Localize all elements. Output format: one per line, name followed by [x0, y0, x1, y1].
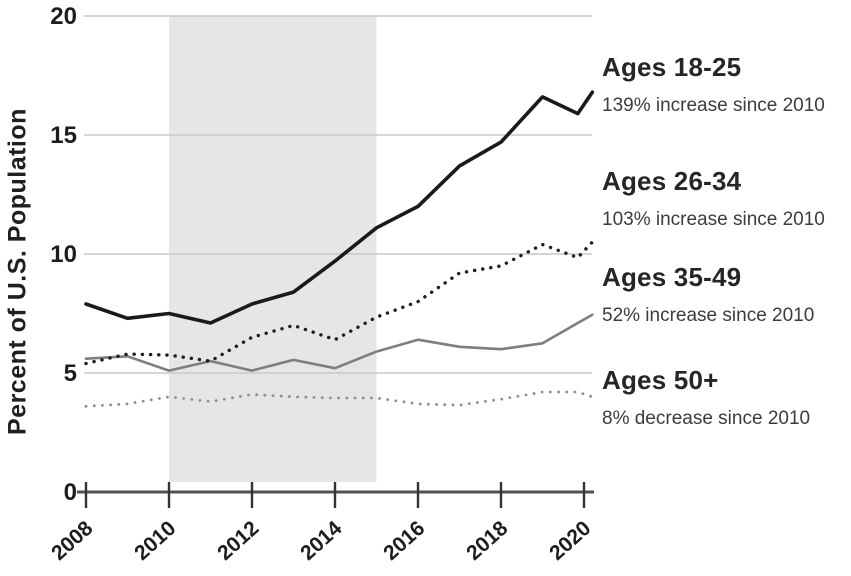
y-axis-title: Percent of U.S. Population — [3, 108, 32, 436]
x-tick-label: 2016 — [379, 517, 429, 565]
series-line-ages-35-49 — [84, 313, 594, 372]
y-tick-label: 5 — [64, 360, 77, 387]
x-tick-label: 2008 — [47, 516, 97, 565]
legend-ages-26-34-label: Ages 26-34 — [602, 166, 742, 196]
legend-ages-18-25-note: 139% increase since 2010 — [602, 95, 825, 116]
legend-ages-26-34: Ages 26-34 103% increase since 2010 — [602, 166, 851, 230]
x-tick-label: 2018 — [462, 516, 512, 565]
legend-ages-26-34-note: 103% increase since 2010 — [602, 209, 825, 230]
y-tick-label: 10 — [50, 241, 77, 268]
highlight-band — [169, 16, 377, 482]
x-tick-label: 2010 — [130, 517, 180, 565]
legend-ages-50-plus-note: 8% decrease since 2010 — [602, 408, 811, 429]
y-tick-label: 15 — [50, 122, 77, 149]
x-tick-label: 2014 — [296, 516, 346, 565]
series-line-ages-50- — [84, 390, 594, 408]
y-tick-label: 20 — [50, 3, 77, 30]
legend-ages-18-25-label: Ages 18-25 — [602, 52, 742, 82]
legend-ages-35-49-note: 52% increase since 2010 — [602, 305, 815, 326]
series-line-ages-26-34 — [84, 240, 594, 366]
x-tick-label: 2020 — [545, 517, 595, 565]
legend-ages-50-plus: Ages 50+ 8% decrease since 2010 — [602, 365, 851, 429]
series-line-ages-18-25 — [84, 90, 595, 325]
legend-ages-50-plus-label: Ages 50+ — [602, 365, 719, 395]
x-tick-label: 2012 — [213, 517, 263, 565]
legend-ages-35-49: Ages 35-49 52% increase since 2010 — [602, 262, 851, 326]
y-tick-label: 0 — [64, 479, 77, 506]
legend-ages-18-25: Ages 18-25 139% increase since 2010 — [602, 52, 851, 116]
legend-ages-35-49-label: Ages 35-49 — [602, 262, 742, 292]
